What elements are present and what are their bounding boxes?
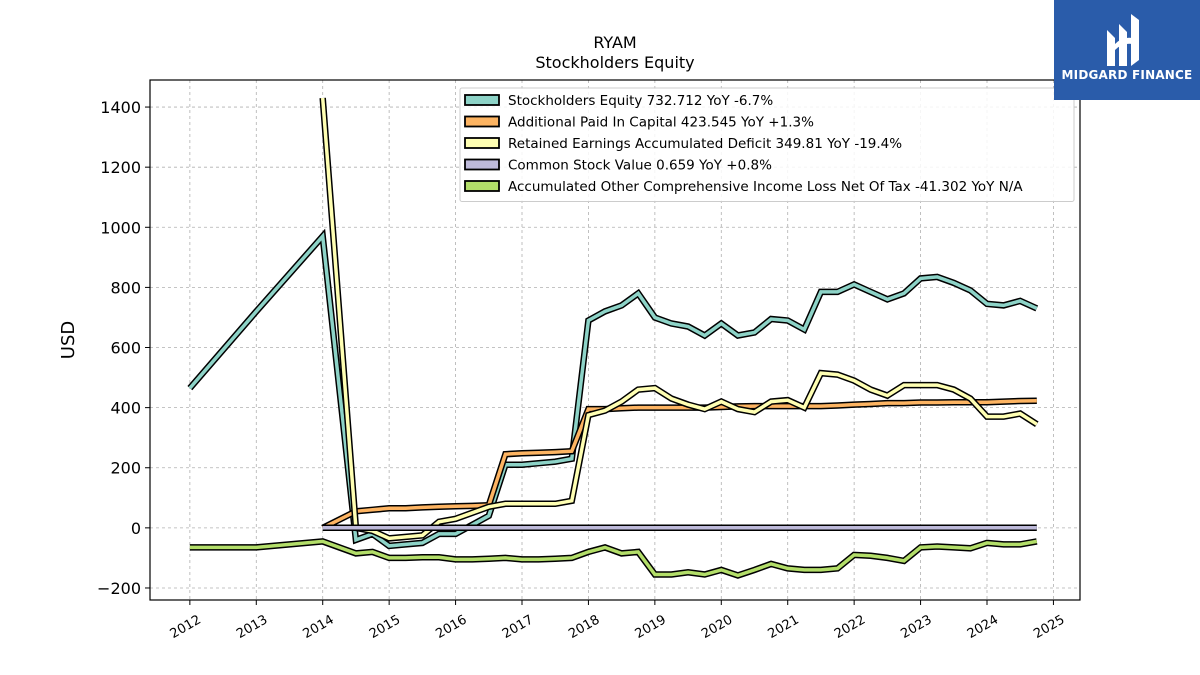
- x-tick-label: 2022: [832, 612, 868, 642]
- y-tick-label: 600: [110, 339, 141, 358]
- x-tick-label: 2017: [500, 612, 536, 642]
- y-tick-label: 400: [110, 399, 141, 418]
- midgard-finance-logo: MIDGARD FINANCE: [1054, 0, 1200, 100]
- y-axis: −200 0 200 400 600 800 1000 1200 1400: [97, 98, 150, 598]
- chart-subtitle: Stockholders Equity: [535, 53, 694, 72]
- series-4: [189, 538, 1038, 579]
- midgard-logo-icon: [1107, 14, 1139, 66]
- series-line-outline: [187, 228, 1039, 550]
- y-tick-label: −200: [97, 579, 141, 598]
- chart-title: RYAM: [593, 33, 636, 52]
- legend-swatch: [464, 137, 500, 149]
- legend-label: Additional Paid In Capital 423.545 YoY +…: [508, 115, 814, 131]
- y-tick-label: 1000: [100, 218, 141, 237]
- x-tick-label: 2023: [898, 612, 934, 642]
- legend-swatch: [464, 180, 500, 192]
- y-tick-label: 1200: [100, 158, 141, 177]
- legend-label: Stockholders Equity 732.712 YoY -6.7%: [508, 93, 773, 109]
- x-tick-label: 2024: [965, 612, 1001, 642]
- x-tick-label: 2013: [234, 612, 270, 642]
- x-tick-label: 2015: [367, 612, 403, 642]
- series-2: [319, 97, 1039, 542]
- legend-swatch: [464, 94, 500, 106]
- legend-label: Accumulated Other Comprehensive Income L…: [508, 179, 1023, 195]
- legend-swatch: [464, 158, 500, 171]
- x-tick-label: 2019: [633, 612, 669, 642]
- legend-swatch: [464, 115, 500, 128]
- x-tick-label: 2021: [766, 612, 802, 642]
- x-axis: 2012 2013 2014 2015 2016 2017 2018 2019 2020 2021…: [168, 600, 1067, 642]
- series-line: [188, 232, 1038, 548]
- series-line: [189, 539, 1038, 578]
- legend-label: Retained Earnings Accumulated Deficit 34…: [508, 136, 902, 152]
- x-tick-label: 2016: [433, 612, 469, 642]
- x-tick-label: 2018: [566, 612, 602, 642]
- legend-box: [459, 87, 1075, 202]
- series-0: [187, 228, 1039, 550]
- x-tick-label: 2012: [168, 612, 204, 642]
- y-axis-label: USD: [58, 321, 79, 359]
- x-tick-label: 2020: [699, 612, 735, 642]
- series-line: [320, 97, 1038, 541]
- legend-label: Common Stock Value 0.659 YoY +0.8%: [508, 158, 772, 174]
- x-tick-label: 2014: [301, 612, 337, 642]
- legend: Stockholders Equity 732.712 YoY -6.7% Add…: [459, 87, 1075, 202]
- plot-frame: [149, 79, 1081, 601]
- y-tick-label: 200: [110, 459, 141, 478]
- y-tick-label: 1400: [100, 98, 141, 117]
- y-tick-label: 0: [131, 519, 141, 538]
- series-1: [321, 397, 1037, 531]
- logo-wordmark: MIDGARD FINANCE: [1061, 68, 1193, 82]
- plot-series: [187, 97, 1039, 579]
- x-tick-label: 2025: [1031, 612, 1067, 642]
- y-tick-label: 800: [110, 278, 141, 297]
- series-line: [321, 398, 1037, 530]
